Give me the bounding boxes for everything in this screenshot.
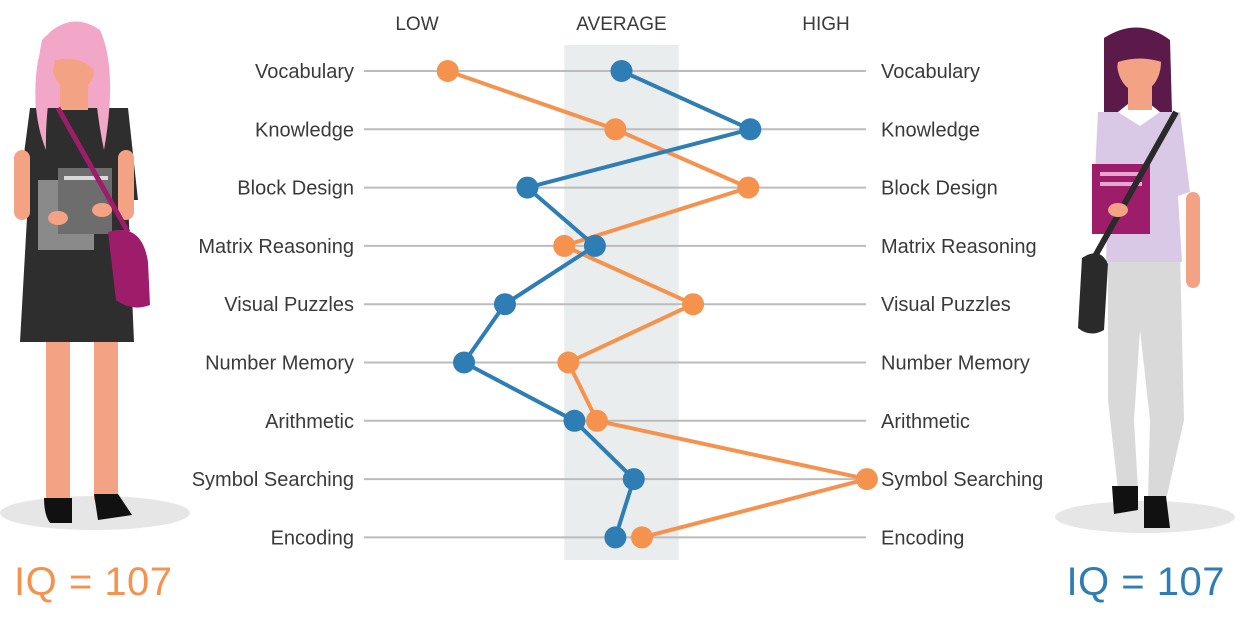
category-label-right-vocabulary: Vocabulary bbox=[881, 61, 980, 83]
point-blue-visual-puzzles bbox=[493, 293, 516, 316]
point-orange-encoding bbox=[630, 526, 653, 549]
category-label-left-symbol-searching: Symbol Searching bbox=[192, 469, 354, 491]
point-orange-visual-puzzles bbox=[682, 293, 705, 316]
category-label-left-arithmetic: Arithmetic bbox=[265, 411, 354, 433]
point-blue-arithmetic bbox=[563, 409, 586, 432]
point-orange-matrix-reasoning bbox=[553, 234, 576, 257]
right-category-labels: Vocabulary Knowledge Block Design Matrix Re… bbox=[881, 61, 1043, 549]
point-orange-arithmetic bbox=[585, 409, 608, 432]
category-label-right-arithmetic: Arithmetic bbox=[881, 411, 970, 433]
scale-label-average: AVERAGE bbox=[576, 14, 666, 35]
right-person-illustration bbox=[1055, 27, 1235, 533]
point-blue-vocabulary bbox=[610, 60, 633, 82]
category-label-left-number-memory: Number Memory bbox=[205, 353, 354, 375]
category-label-left-matrix-reasoning: Matrix Reasoning bbox=[198, 236, 354, 258]
point-orange-block-design bbox=[737, 176, 760, 199]
category-label-right-symbol-searching: Symbol Searching bbox=[881, 469, 1043, 491]
point-orange-number-memory bbox=[557, 351, 580, 374]
gridlines bbox=[364, 70, 866, 539]
category-label-right-matrix-reasoning: Matrix Reasoning bbox=[881, 236, 1037, 258]
category-label-right-block-design: Block Design bbox=[881, 178, 998, 200]
category-label-left-visual-puzzles: Visual Puzzles bbox=[224, 294, 354, 316]
point-blue-matrix-reasoning bbox=[583, 234, 606, 257]
point-blue-block-design bbox=[516, 176, 539, 199]
point-orange-vocabulary bbox=[436, 60, 459, 82]
point-blue-knowledge bbox=[739, 118, 762, 141]
category-label-right-visual-puzzles: Visual Puzzles bbox=[881, 294, 1011, 316]
series-points bbox=[436, 60, 878, 549]
category-label-left-knowledge: Knowledge bbox=[255, 119, 354, 141]
category-label-left-vocabulary: Vocabulary bbox=[255, 61, 354, 83]
left-category-labels: Vocabulary Knowledge Block Design Matrix Re… bbox=[192, 61, 354, 549]
point-blue-encoding bbox=[604, 526, 627, 549]
category-label-right-encoding: Encoding bbox=[881, 527, 964, 549]
scale-labels: LOW AVERAGE HIGH bbox=[395, 14, 849, 35]
right-iq-label: IQ = 107 bbox=[1066, 560, 1225, 604]
left-iq-label: IQ = 107 bbox=[14, 560, 173, 604]
point-blue-symbol-searching bbox=[622, 468, 645, 491]
point-orange-knowledge bbox=[604, 118, 627, 141]
left-person-illustration bbox=[0, 21, 190, 530]
scale-label-low: LOW bbox=[395, 14, 438, 35]
category-label-right-knowledge: Knowledge bbox=[881, 119, 980, 141]
point-blue-number-memory bbox=[453, 351, 476, 374]
category-label-left-encoding: Encoding bbox=[271, 527, 354, 549]
point-orange-symbol-searching bbox=[855, 468, 878, 491]
scale-label-high: HIGH bbox=[802, 14, 850, 35]
category-label-right-number-memory: Number Memory bbox=[881, 353, 1030, 375]
category-label-left-block-design: Block Design bbox=[237, 178, 354, 200]
